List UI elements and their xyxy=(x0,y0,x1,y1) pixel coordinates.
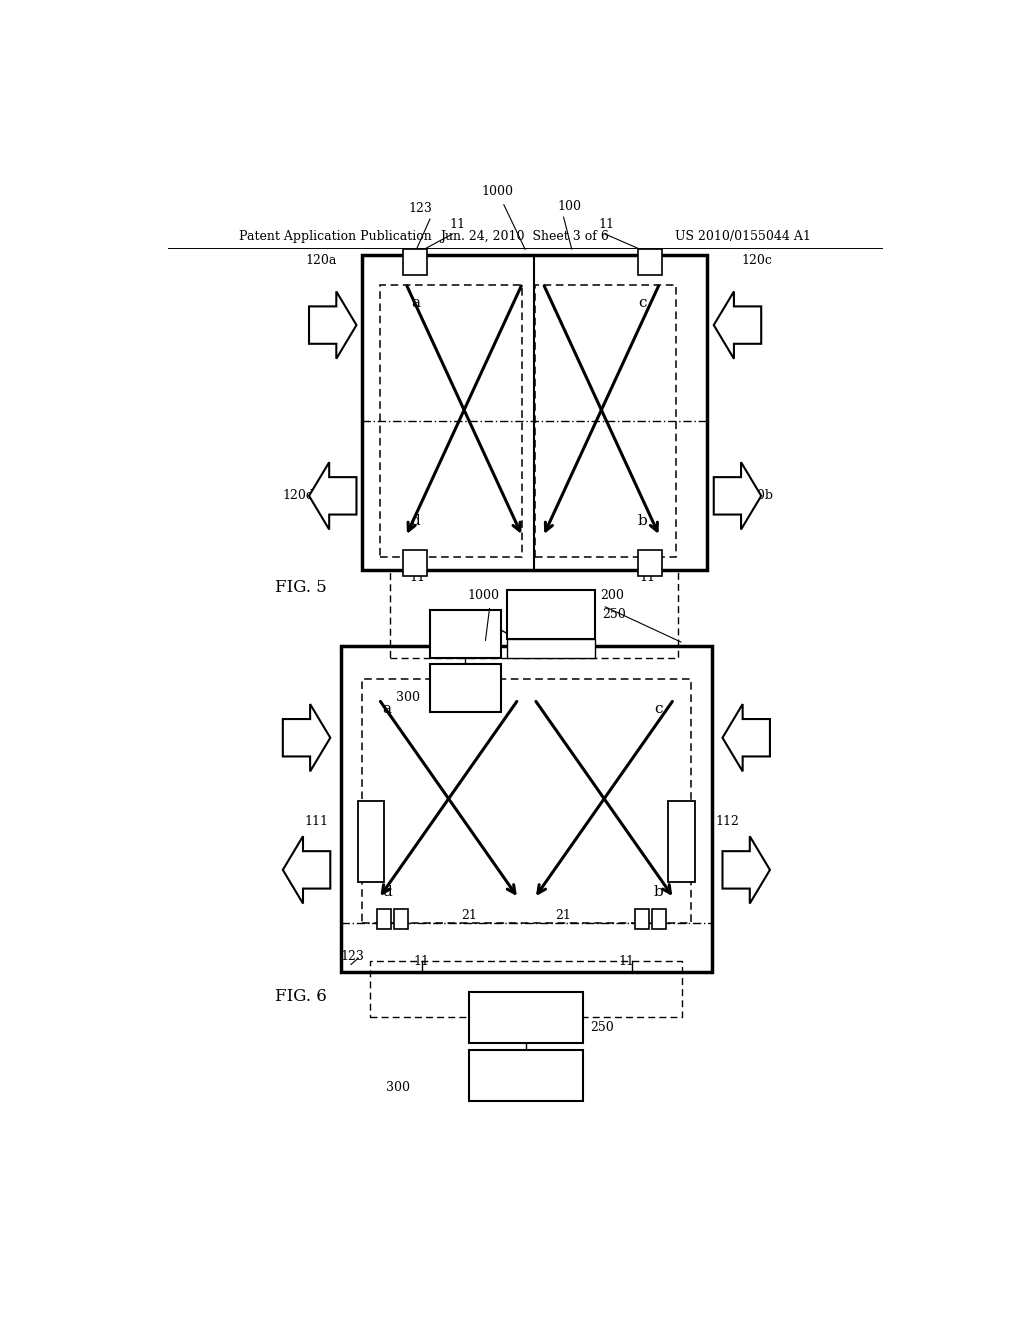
Polygon shape xyxy=(309,462,356,529)
Polygon shape xyxy=(723,836,770,904)
Text: d: d xyxy=(382,886,391,899)
Bar xyxy=(341,647,712,972)
Bar xyxy=(362,255,708,570)
Text: 120b: 120b xyxy=(741,490,773,503)
Bar xyxy=(390,570,678,659)
Bar xyxy=(507,639,595,659)
Bar xyxy=(403,550,427,576)
Text: a: a xyxy=(382,702,391,717)
Text: 112: 112 xyxy=(715,814,739,828)
Bar xyxy=(469,1049,583,1101)
Text: 100: 100 xyxy=(557,199,582,213)
Text: Patent Application Publication: Patent Application Publication xyxy=(240,230,432,243)
Text: 120c: 120c xyxy=(741,253,772,267)
Bar xyxy=(536,285,677,557)
Bar xyxy=(380,285,521,557)
Text: 1000: 1000 xyxy=(468,589,500,602)
Text: 11: 11 xyxy=(599,218,614,231)
Text: 11: 11 xyxy=(640,570,655,583)
Polygon shape xyxy=(283,836,331,904)
Polygon shape xyxy=(723,704,770,771)
Text: US 2010/0155044 A1: US 2010/0155044 A1 xyxy=(675,230,811,243)
Bar xyxy=(507,590,595,639)
Text: 11: 11 xyxy=(410,570,426,583)
Text: 11: 11 xyxy=(450,218,465,231)
Polygon shape xyxy=(714,462,761,529)
Bar xyxy=(638,550,663,576)
Bar xyxy=(635,908,649,929)
Bar xyxy=(430,664,501,713)
Text: b: b xyxy=(637,515,647,528)
Text: 200: 200 xyxy=(600,589,624,602)
Bar xyxy=(430,610,501,659)
Bar xyxy=(377,908,391,929)
Text: 250: 250 xyxy=(602,609,627,622)
Bar xyxy=(638,249,663,275)
Bar xyxy=(669,801,694,882)
Bar xyxy=(394,908,409,929)
Bar xyxy=(370,961,682,1018)
Polygon shape xyxy=(309,292,356,359)
Text: Jun. 24, 2010  Sheet 3 of 6: Jun. 24, 2010 Sheet 3 of 6 xyxy=(440,230,609,243)
Bar xyxy=(403,249,427,275)
Text: 11: 11 xyxy=(618,954,635,968)
Text: 1000: 1000 xyxy=(481,185,513,198)
Text: 11: 11 xyxy=(414,954,430,968)
Text: 250: 250 xyxy=(590,1020,613,1034)
Text: 123: 123 xyxy=(409,202,432,215)
Polygon shape xyxy=(714,292,761,359)
Text: c: c xyxy=(654,702,663,717)
Text: 300: 300 xyxy=(386,1081,410,1094)
Text: d: d xyxy=(411,515,420,528)
Text: 123: 123 xyxy=(341,950,365,962)
Text: 21: 21 xyxy=(555,909,570,923)
Text: 300: 300 xyxy=(396,690,420,704)
Text: 120a: 120a xyxy=(305,253,337,267)
Text: a: a xyxy=(411,296,420,310)
Bar xyxy=(362,678,691,923)
Text: 111: 111 xyxy=(304,814,328,828)
Text: 120d: 120d xyxy=(283,490,314,503)
Bar xyxy=(358,801,384,882)
Text: b: b xyxy=(653,886,663,899)
Polygon shape xyxy=(283,704,331,771)
Text: c: c xyxy=(638,296,646,310)
Text: FIG. 5: FIG. 5 xyxy=(274,579,327,595)
Bar xyxy=(652,908,666,929)
Text: 21: 21 xyxy=(461,909,477,923)
Text: FIG. 6: FIG. 6 xyxy=(274,989,327,1006)
Bar xyxy=(469,991,583,1043)
